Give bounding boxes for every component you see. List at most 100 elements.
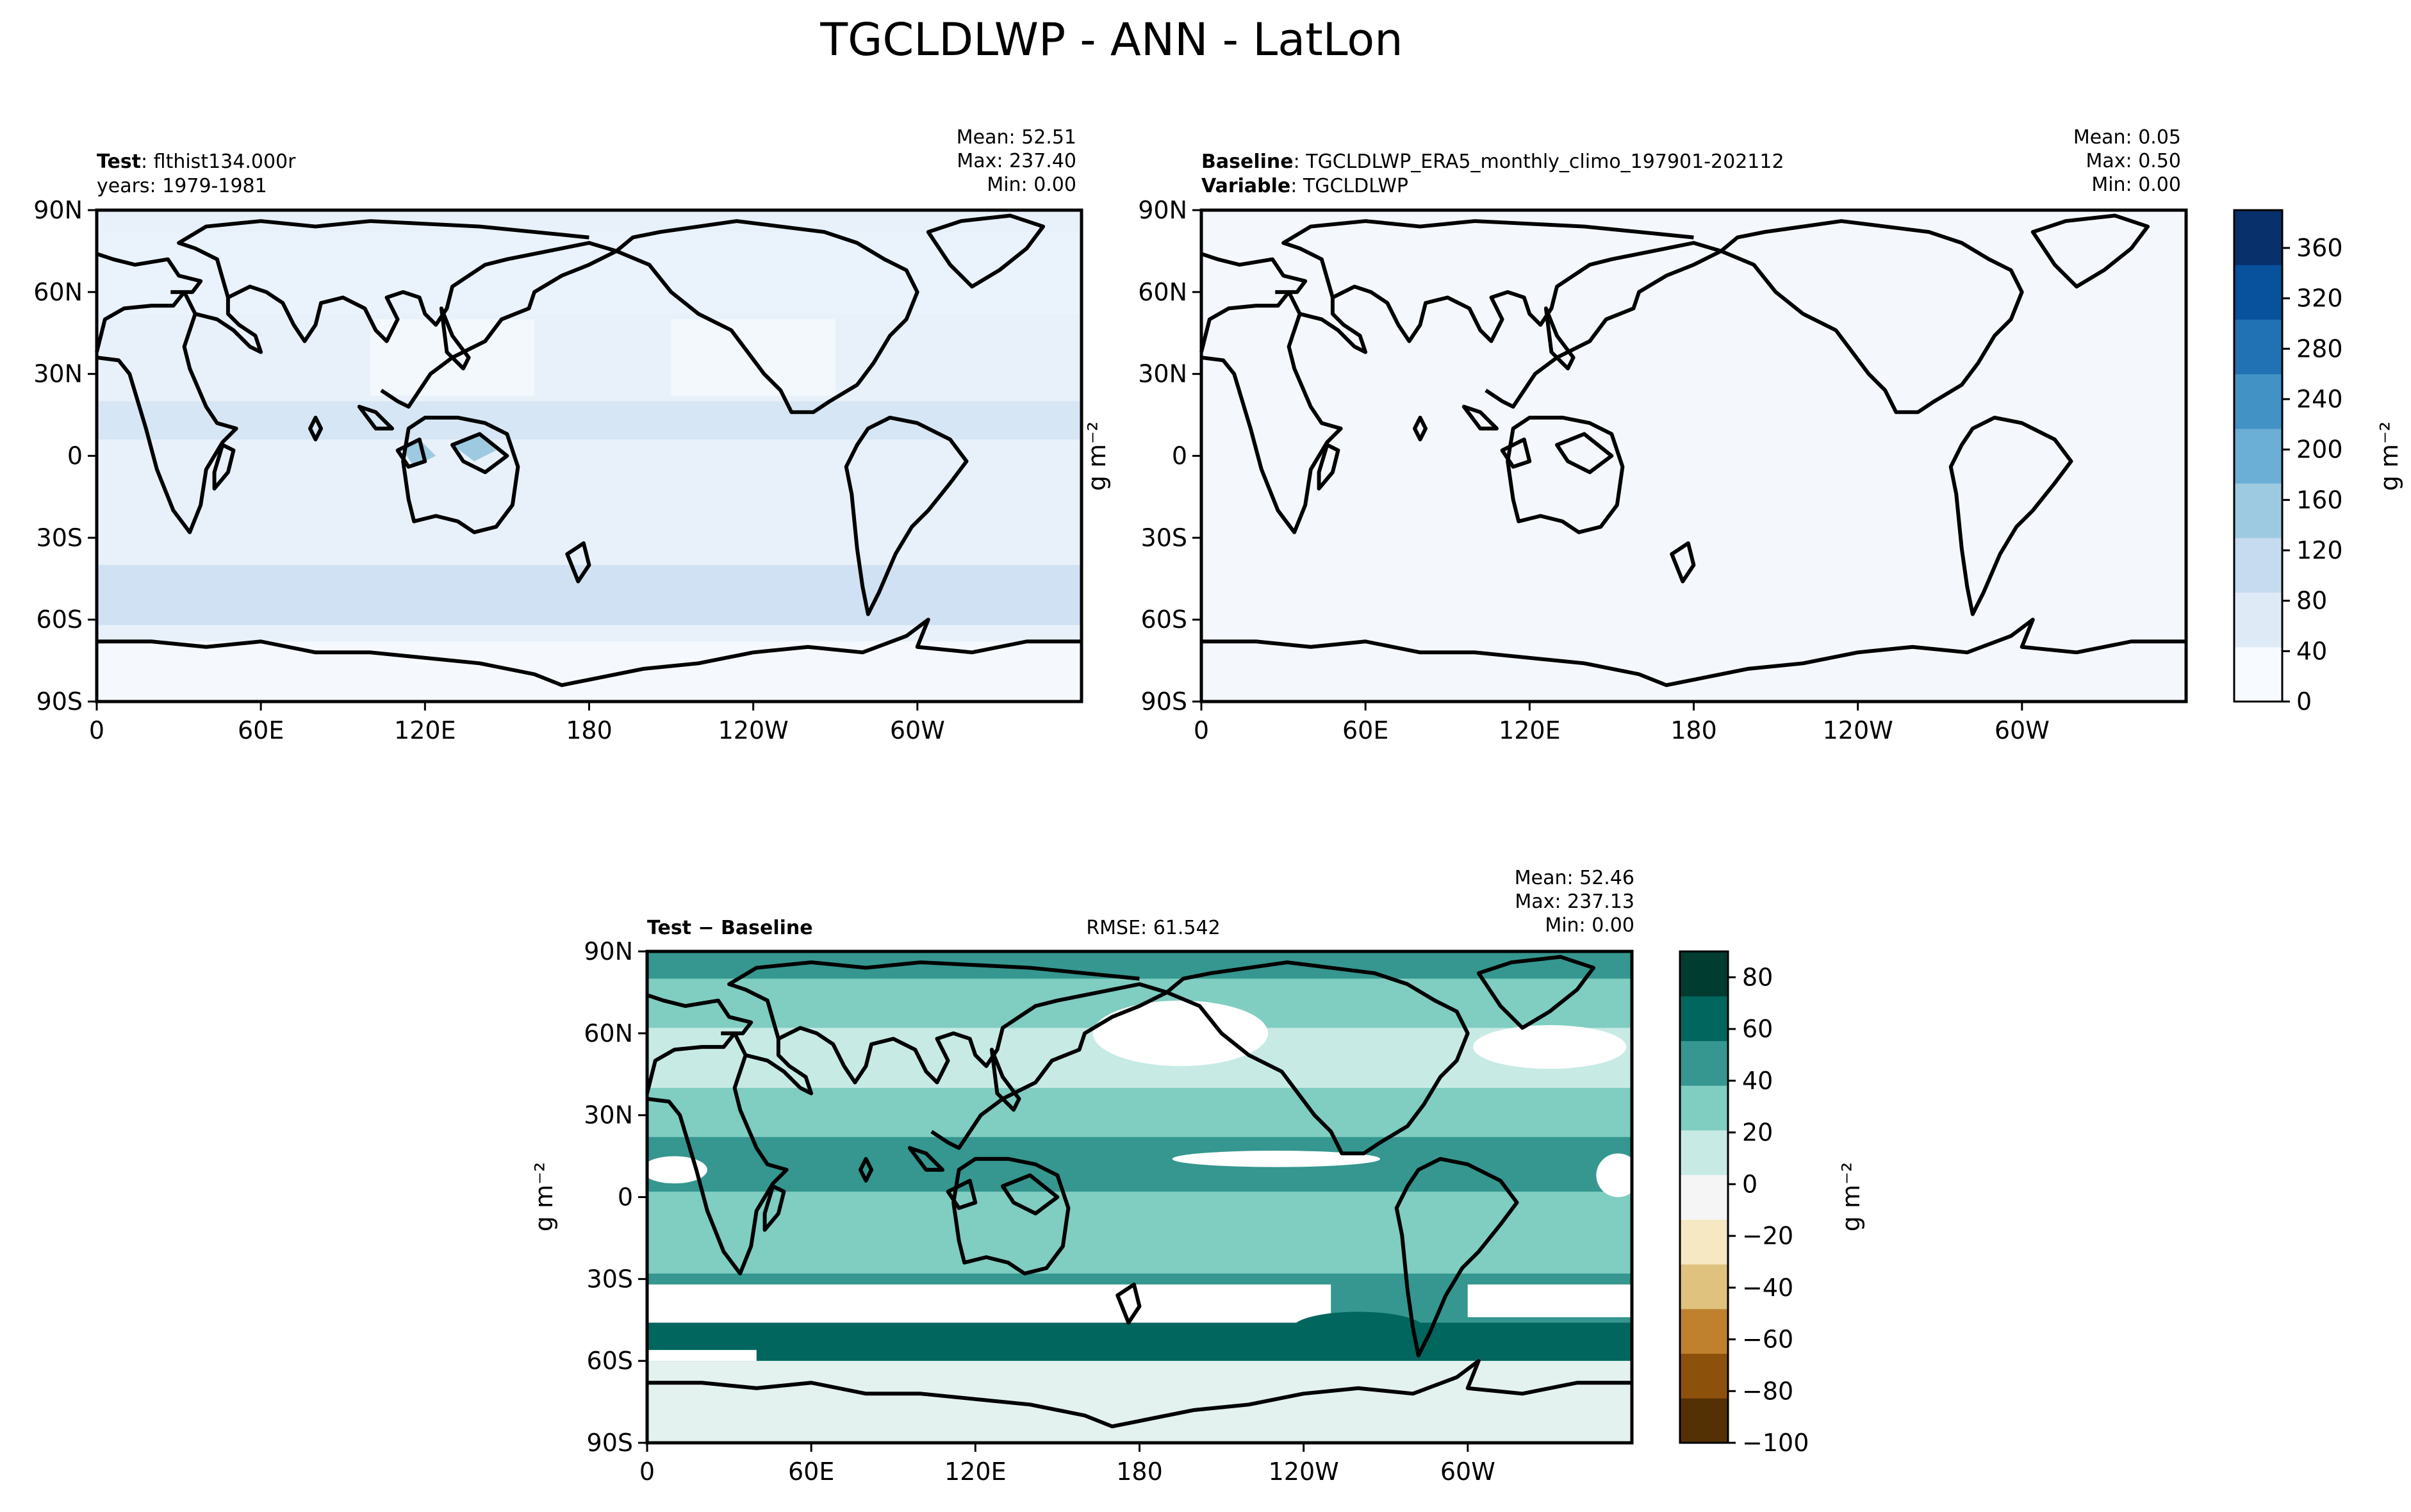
x-tick-label: 60E <box>788 1458 834 1486</box>
x-tick-label: 0 <box>89 716 104 744</box>
colorbar-segment <box>1680 1219 1728 1265</box>
colorbar-tick-label: 160 <box>2296 486 2343 514</box>
x-tick-label: 180 <box>1670 716 1717 744</box>
colorbar-tick-label: 240 <box>2296 385 2343 413</box>
diff-colorbar-ticks: −100 −80 −60 −40 −20 0 20 40 60 80 <box>1728 963 1809 1457</box>
abs-colorbar-units: g m⁻² <box>2375 422 2403 491</box>
x-tick-label: 0 <box>639 1458 655 1486</box>
y-tick-label: 60S <box>587 1347 633 1375</box>
colorbar-tick-label: 20 <box>1742 1119 1773 1147</box>
colorbar-tick-label: 40 <box>2296 637 2327 665</box>
diff-map <box>641 951 1640 1443</box>
abs-colorbar-ticks: 0 40 80 120 160 200 240 280 320 360 <box>2282 234 2343 716</box>
baseline-variable-bold: Variable <box>1201 175 1290 197</box>
x-tick-label: 60W <box>1995 716 2050 744</box>
colorbar-tick-label: 80 <box>2296 587 2327 615</box>
abs-colorbar-frame <box>2233 209 2283 703</box>
diff-min: Min: 0.00 <box>1545 914 1634 937</box>
y-tick-label: 90N <box>33 196 83 224</box>
y-tick-label: 60N <box>1138 278 1187 306</box>
baseline-map <box>1201 210 2186 702</box>
baseline-min: Min: 0.00 <box>2091 174 2181 196</box>
y-tick-label: 60N <box>584 1019 633 1048</box>
y-tick-label: 30S <box>587 1265 633 1293</box>
baseline-panel: Baseline: TGCLDLWP_ERA5_monthly_climo_19… <box>1083 126 2186 744</box>
colorbar-segment <box>1680 1398 1728 1443</box>
baseline-title: Baseline: TGCLDLWP_ERA5_monthly_climo_19… <box>1201 151 1784 173</box>
test-max: Max: 237.40 <box>957 150 1076 172</box>
colorbar-segment <box>1680 1264 1728 1310</box>
y-tick-label: 0 <box>67 442 83 470</box>
colorbar-segment <box>2234 210 2282 265</box>
diff-units-left: g m⁻² <box>530 1162 558 1232</box>
baseline-axes: 0 60E 120E 180 120W 60W 90N 60N 30N 0 30S 60S 90S <box>1138 196 2050 744</box>
x-tick-label: 120E <box>394 716 456 744</box>
colorbar-segment <box>1680 1353 1728 1399</box>
y-tick-label: 30N <box>1138 360 1187 388</box>
y-tick-label: 0 <box>1172 442 1187 470</box>
y-tick-label: 30N <box>584 1101 633 1130</box>
x-tick-label: 180 <box>1116 1458 1163 1486</box>
colorbar-tick-label: 360 <box>2296 234 2343 262</box>
y-tick-label: 60S <box>1141 605 1187 634</box>
y-tick-label: 30S <box>1141 523 1187 552</box>
x-tick-label: 120E <box>1499 716 1561 744</box>
diff-colorbar-fill <box>1680 951 1728 1443</box>
colorbar-tick-label: 0 <box>1742 1170 1757 1198</box>
abs-colorbar: 0 40 80 120 160 200 240 280 320 360 g m⁻² <box>2233 209 2403 716</box>
colorbar-tick-label: 40 <box>1742 1067 1773 1095</box>
colorbar-tick-label: 0 <box>2296 687 2312 716</box>
colorbar-segment <box>1680 1040 1728 1086</box>
y-tick-label: 60N <box>33 278 83 306</box>
diff-panel: Test − Baseline RMSE: 61.542 Mean: 52.46… <box>530 867 1640 1486</box>
test-map <box>97 210 1082 702</box>
y-tick-label: 90S <box>37 687 83 716</box>
x-tick-label: 60E <box>1342 716 1388 744</box>
x-tick-label: 180 <box>566 716 613 744</box>
test-title: Test: flthist134.000r <box>97 151 296 173</box>
y-tick-label: 90S <box>587 1429 633 1457</box>
y-tick-label: 30S <box>37 523 83 552</box>
diff-colorbar-frame <box>1679 950 1729 1444</box>
x-tick-label: 120W <box>718 716 789 744</box>
colorbar-segment <box>2234 538 2282 593</box>
diff-title: Test − Baseline <box>647 917 813 939</box>
test-mean: Mean: 52.51 <box>957 126 1076 149</box>
colorbar-segment <box>1680 1085 1728 1131</box>
x-tick-label: 120W <box>1823 716 1893 744</box>
y-tick-label: 30N <box>33 360 83 388</box>
colorbar-segment <box>2234 646 2282 702</box>
baseline-variable: Variable: TGCLDLWP <box>1201 175 1408 197</box>
colorbar-tick-label: −20 <box>1742 1222 1793 1250</box>
baseline-title-bold: Baseline <box>1201 151 1294 173</box>
baseline-units: g m⁻² <box>1083 422 1111 491</box>
x-tick-label: 60W <box>1440 1458 1495 1486</box>
diff-colorbar: −100 −80 −60 −40 −20 0 20 40 60 80 g m⁻² <box>1679 950 1865 1457</box>
colorbar-segment <box>1680 1308 1728 1354</box>
colorbar-tick-label: −80 <box>1742 1377 1793 1405</box>
x-tick-label: 60W <box>890 716 945 744</box>
y-tick-label: 0 <box>618 1183 633 1212</box>
colorbar-segment <box>1680 1174 1728 1220</box>
colorbar-segment <box>1680 1130 1728 1176</box>
colorbar-segment <box>2234 428 2282 484</box>
figure-title: TGCLDLWP - ANN - LatLon <box>819 13 1403 66</box>
y-tick-label: 90N <box>1138 196 1187 224</box>
colorbar-segment <box>2234 374 2282 429</box>
test-panel: Test: flthist134.000r years: 1979-1981 M… <box>33 126 1082 744</box>
abs-colorbar-fill <box>2234 210 2282 702</box>
baseline-mean: Mean: 0.05 <box>2073 126 2181 149</box>
colorbar-segment <box>2234 319 2282 375</box>
colorbar-tick-label: 80 <box>1742 963 1773 991</box>
colorbar-segment <box>1680 951 1728 997</box>
x-tick-label: 120E <box>944 1458 1007 1486</box>
baseline-max: Max: 0.50 <box>2086 150 2181 172</box>
colorbar-segment <box>2234 483 2282 538</box>
colorbar-segment <box>2234 265 2282 320</box>
colorbar-tick-label: −100 <box>1742 1429 1809 1457</box>
test-title-rest: : flthist134.000r <box>141 151 296 173</box>
test-min: Min: 0.00 <box>987 174 1076 196</box>
x-tick-label: 0 <box>1194 716 1209 744</box>
x-tick-label: 120W <box>1269 1458 1339 1486</box>
